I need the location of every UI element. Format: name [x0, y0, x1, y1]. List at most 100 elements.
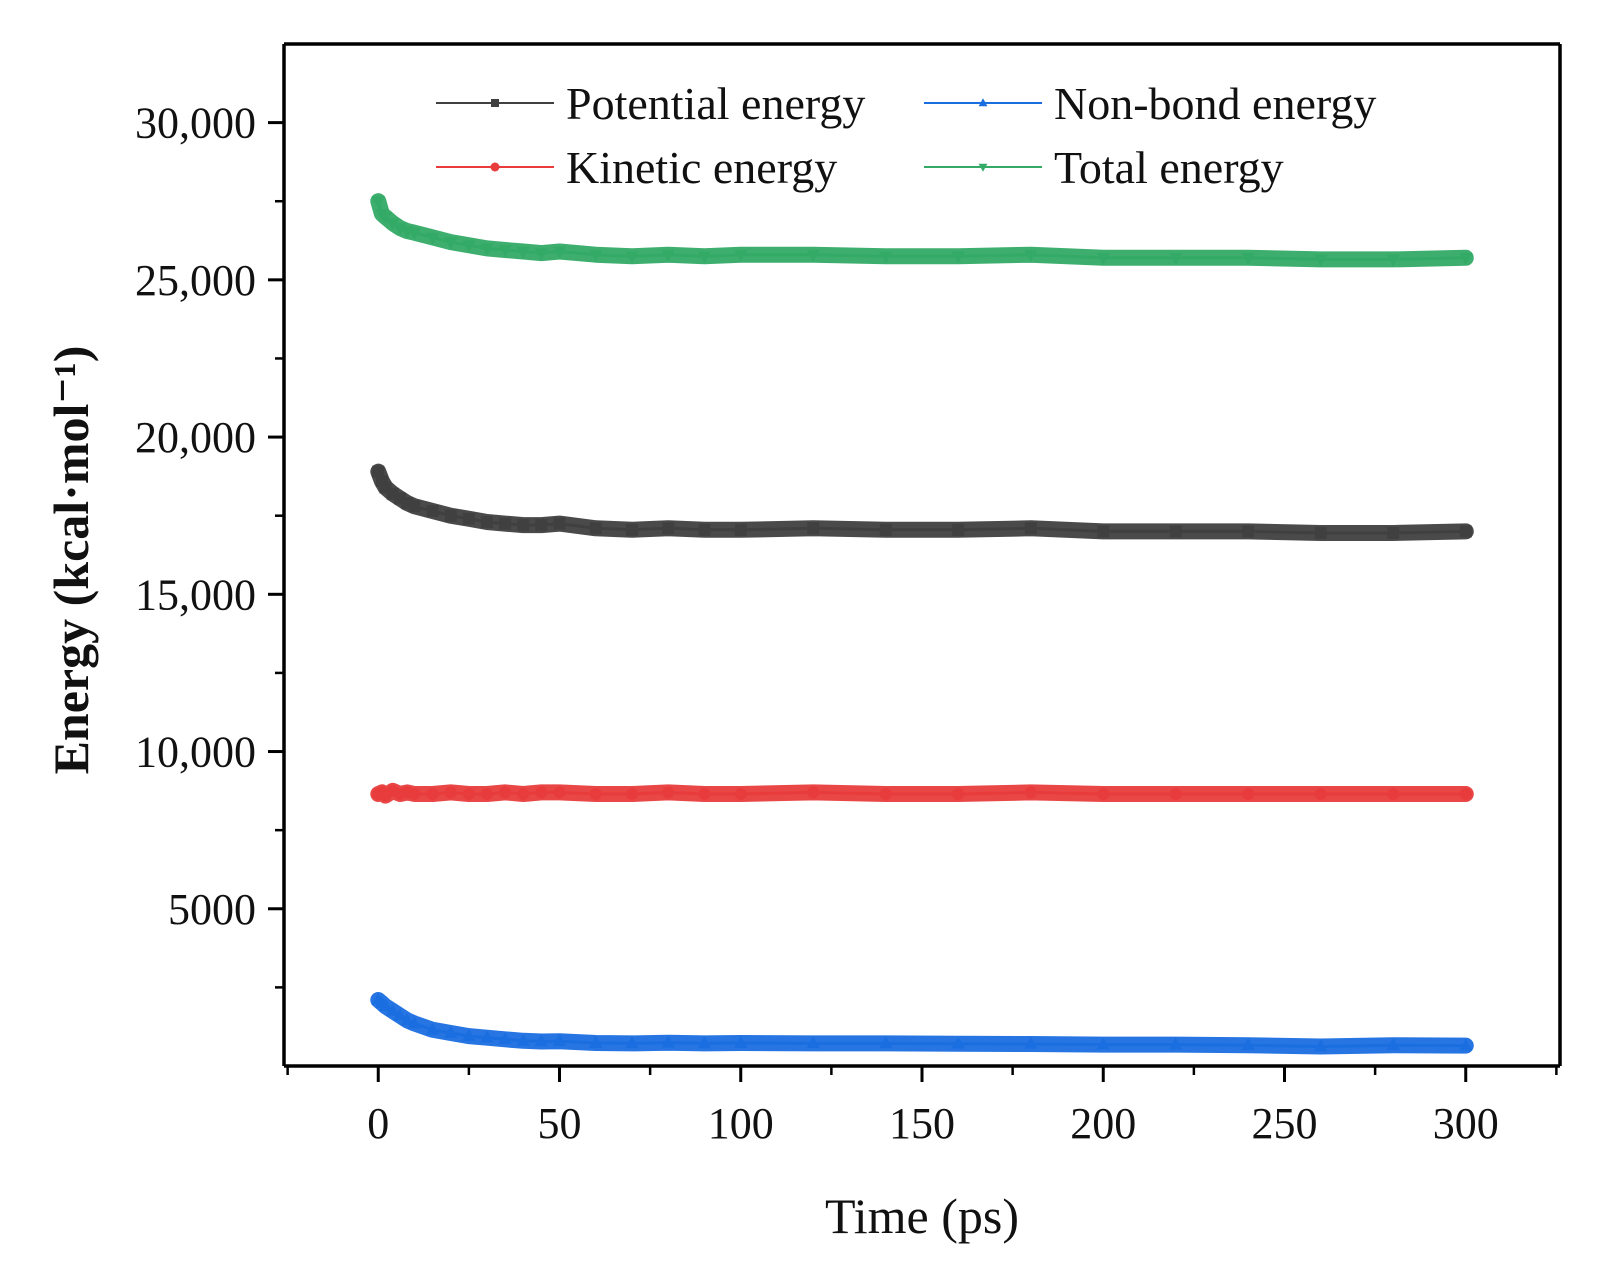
data-point-potential-energy — [535, 519, 548, 532]
data-point-total-energy — [625, 251, 639, 264]
data-point-non-bond-energy — [462, 1028, 476, 1041]
data-point-potential-energy — [408, 500, 421, 513]
x-tick-label: 0 — [367, 1099, 389, 1148]
data-point-non-bond-energy — [1096, 1037, 1110, 1050]
data-point-kinetic-energy — [734, 787, 747, 800]
data-point-potential-energy — [807, 522, 820, 535]
y-tick-label: 15,000 — [135, 570, 256, 619]
data-point-total-energy — [426, 232, 440, 245]
x-tick-label: 50 — [538, 1099, 582, 1148]
data-point-total-energy — [1169, 253, 1183, 266]
x-axis-ticks: 0 50 100 150 200 250 300 — [286, 1066, 1558, 1148]
data-point-non-bond-energy — [386, 1003, 400, 1016]
data-point-potential-energy — [1387, 526, 1400, 539]
data-point-total-energy — [1241, 253, 1255, 266]
data-point-kinetic-energy — [662, 786, 675, 799]
data-point-potential-energy — [589, 522, 602, 535]
data-point-non-bond-energy — [444, 1025, 458, 1038]
data-point-kinetic-energy — [1459, 787, 1472, 800]
data-point-potential-energy — [481, 515, 493, 528]
data-point-kinetic-energy — [462, 787, 475, 800]
legend-swatch-marker — [491, 99, 499, 107]
data-point-kinetic-energy — [535, 786, 548, 799]
data-point-non-bond-energy — [951, 1036, 965, 1049]
data-point-non-bond-energy — [879, 1036, 893, 1049]
legend-label: Potential energy — [566, 78, 865, 129]
legend-swatch-marker — [490, 162, 500, 172]
data-point-kinetic-energy — [1169, 787, 1182, 800]
y-tick-label: 20,000 — [135, 413, 256, 462]
data-point-total-energy — [534, 248, 548, 261]
data-point-total-energy — [371, 196, 385, 209]
data-point-kinetic-energy — [517, 787, 530, 800]
data-point-kinetic-energy — [1387, 787, 1400, 800]
data-point-total-energy — [661, 249, 675, 262]
data-point-total-energy — [806, 249, 820, 262]
data-point-non-bond-energy — [498, 1032, 512, 1045]
series-non-bond-energy — [370, 992, 1474, 1055]
data-point-kinetic-energy — [952, 787, 965, 800]
data-point-total-energy — [734, 249, 748, 262]
series-total-energy — [370, 193, 1474, 268]
data-point-non-bond-energy — [1241, 1038, 1255, 1051]
data-point-non-bond-energy — [697, 1036, 712, 1049]
data-point-total-energy — [498, 245, 512, 258]
data-point-potential-energy — [1024, 522, 1037, 535]
data-point-non-bond-energy — [734, 1035, 748, 1048]
data-point-total-energy — [1096, 253, 1110, 266]
data-point-total-energy — [879, 251, 893, 264]
legend-label: Total energy — [1054, 142, 1284, 193]
data-point-potential-energy — [734, 523, 747, 536]
data-point-non-bond-energy — [1024, 1036, 1038, 1049]
data-point-non-bond-energy — [534, 1034, 548, 1047]
data-point-potential-energy — [1169, 525, 1182, 538]
series-layer — [370, 193, 1474, 1055]
data-point-non-bond-energy — [393, 1008, 407, 1021]
data-point-non-bond-energy — [552, 1033, 567, 1046]
data-point-potential-energy — [1097, 525, 1110, 538]
legend-swatch-marker — [978, 163, 988, 172]
y-tick-label: 30,000 — [135, 99, 256, 148]
data-point-non-bond-energy — [1386, 1038, 1400, 1051]
data-point-potential-energy — [626, 523, 638, 536]
data-point-non-bond-energy — [1459, 1038, 1473, 1051]
data-point-total-energy — [407, 227, 422, 240]
data-point-potential-energy — [499, 517, 512, 530]
data-point-total-energy — [393, 223, 407, 236]
data-point-potential-energy — [698, 523, 711, 536]
data-point-kinetic-energy — [626, 787, 638, 800]
data-point-potential-energy — [1459, 525, 1472, 538]
legend-item-total-energy: Total energy — [924, 142, 1284, 193]
series-potential-energy — [370, 463, 1474, 541]
data-point-potential-energy — [426, 504, 439, 517]
data-point-potential-energy — [517, 519, 530, 532]
data-point-kinetic-energy — [444, 786, 457, 799]
data-point-kinetic-energy — [426, 787, 439, 800]
data-point-kinetic-energy — [807, 786, 820, 799]
data-point-total-energy — [951, 251, 965, 264]
x-tick-label: 300 — [1433, 1099, 1499, 1148]
data-point-non-bond-energy — [625, 1036, 639, 1049]
data-point-non-bond-energy — [1169, 1037, 1183, 1050]
data-point-kinetic-energy — [499, 786, 512, 799]
data-point-kinetic-energy — [1242, 787, 1255, 800]
data-point-total-energy — [516, 246, 530, 259]
x-tick-label: 200 — [1070, 1099, 1136, 1148]
data-point-potential-energy — [1242, 525, 1255, 538]
series-kinetic-energy — [370, 782, 1474, 804]
data-point-total-energy — [462, 240, 476, 253]
data-point-kinetic-energy — [1097, 787, 1110, 800]
data-point-total-energy — [697, 251, 712, 264]
data-point-kinetic-energy — [698, 787, 711, 800]
x-tick-label: 150 — [889, 1099, 955, 1148]
data-point-total-energy — [552, 246, 567, 259]
data-point-non-bond-energy — [806, 1036, 820, 1049]
data-point-kinetic-energy — [553, 786, 566, 799]
data-point-non-bond-energy — [378, 999, 393, 1012]
data-point-total-energy — [1314, 254, 1328, 267]
data-point-kinetic-energy — [1314, 787, 1327, 800]
data-point-total-energy — [378, 212, 393, 225]
data-point-potential-energy — [952, 523, 965, 536]
